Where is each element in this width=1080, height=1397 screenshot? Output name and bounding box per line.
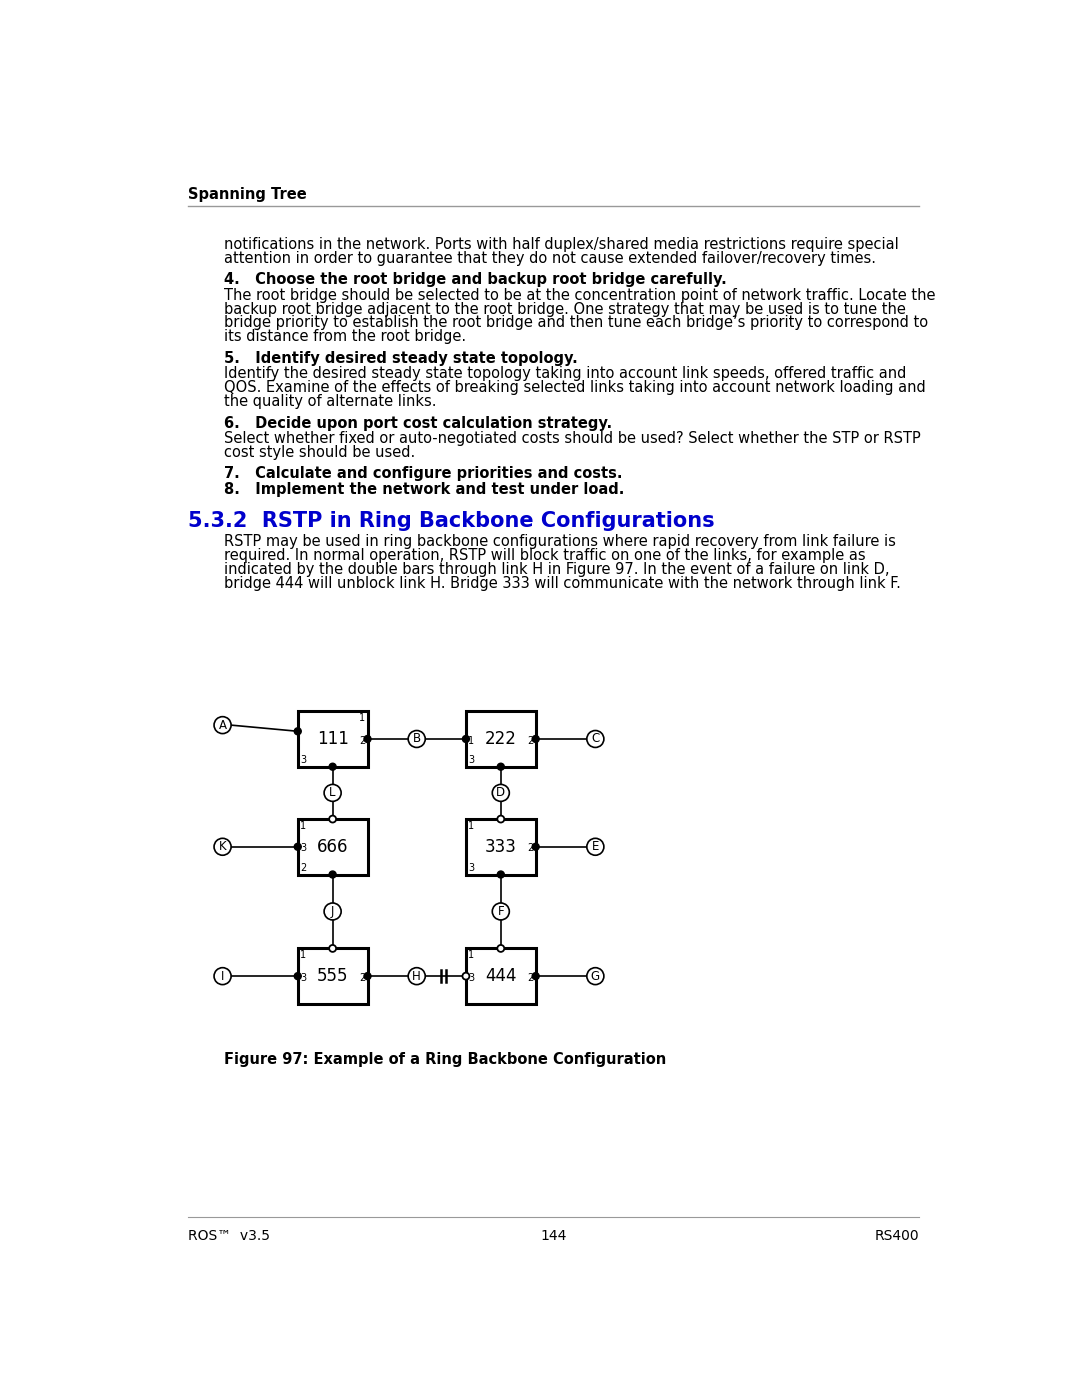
Text: 1: 1 (469, 950, 474, 960)
Text: required. In normal operation, RSTP will block traffic on one of the links, for : required. In normal operation, RSTP will… (225, 548, 866, 563)
Circle shape (586, 731, 604, 747)
Text: A: A (218, 718, 227, 732)
Text: ROS™  v3.5: ROS™ v3.5 (188, 1229, 270, 1243)
Text: 2: 2 (527, 735, 534, 746)
Text: Figure 97: Example of a Ring Backbone Configuration: Figure 97: Example of a Ring Backbone Co… (225, 1052, 666, 1066)
Text: 3: 3 (469, 756, 474, 766)
Circle shape (329, 763, 336, 770)
Text: attention in order to guarantee that they do not cause extended failover/recover: attention in order to guarantee that the… (225, 251, 876, 265)
Text: D: D (496, 787, 505, 799)
Text: 2: 2 (300, 863, 307, 873)
Bar (465, 949, 536, 1004)
Text: 8.   Implement the network and test under load.: 8. Implement the network and test under … (225, 482, 624, 497)
Text: 2: 2 (527, 972, 534, 982)
Circle shape (492, 784, 510, 802)
Circle shape (408, 731, 426, 747)
Circle shape (364, 735, 372, 742)
Circle shape (329, 816, 336, 823)
Text: 444: 444 (485, 967, 516, 985)
Text: 111: 111 (316, 731, 349, 747)
Circle shape (324, 902, 341, 921)
Text: cost style should be used.: cost style should be used. (225, 444, 416, 460)
Text: its distance from the root bridge.: its distance from the root bridge. (225, 330, 467, 344)
Circle shape (586, 968, 604, 985)
Text: L: L (329, 787, 336, 799)
Text: H: H (413, 970, 421, 982)
Text: B: B (413, 732, 421, 746)
Text: 6.   Decide upon port cost calculation strategy.: 6. Decide upon port cost calculation str… (225, 415, 612, 430)
Circle shape (214, 968, 231, 985)
Text: notifications in the network. Ports with half duplex/shared media restrictions r: notifications in the network. Ports with… (225, 237, 899, 251)
Circle shape (364, 972, 372, 979)
Bar (465, 711, 536, 767)
Circle shape (532, 844, 539, 851)
Text: 222: 222 (485, 731, 516, 747)
Text: K: K (219, 840, 227, 854)
Text: Spanning Tree: Spanning Tree (188, 187, 307, 203)
Text: 3: 3 (300, 972, 307, 982)
Text: The root bridge should be selected to be at the concentration point of network t: The root bridge should be selected to be… (225, 288, 935, 303)
Circle shape (586, 838, 604, 855)
Circle shape (324, 784, 341, 802)
Text: 555: 555 (316, 967, 349, 985)
Text: 3: 3 (300, 756, 307, 766)
Circle shape (329, 872, 336, 877)
Circle shape (532, 735, 539, 742)
Text: E: E (592, 840, 599, 854)
Bar (465, 819, 536, 875)
Text: 3: 3 (300, 844, 307, 854)
Text: 4.   Choose the root bridge and backup root bridge carefully.: 4. Choose the root bridge and backup roo… (225, 272, 727, 288)
Text: C: C (591, 732, 599, 746)
Text: I: I (221, 970, 225, 982)
Bar (298, 711, 367, 767)
Circle shape (294, 728, 301, 735)
Text: 5.   Identify desired steady state topology.: 5. Identify desired steady state topolog… (225, 351, 578, 366)
Text: RSTP may be used in ring backbone configurations where rapid recovery from link : RSTP may be used in ring backbone config… (225, 534, 896, 549)
Text: G: G (591, 970, 599, 982)
Text: 1: 1 (300, 820, 307, 831)
Text: 2: 2 (527, 844, 534, 854)
Text: 2: 2 (359, 972, 365, 982)
Text: 1: 1 (469, 820, 474, 831)
Text: indicated by the double bars through link H in Figure 97. In the event of a fail: indicated by the double bars through lin… (225, 562, 890, 577)
Circle shape (214, 717, 231, 733)
Circle shape (214, 838, 231, 855)
Text: 666: 666 (316, 838, 349, 856)
Text: the quality of alternate links.: the quality of alternate links. (225, 394, 436, 409)
Circle shape (462, 735, 470, 742)
Circle shape (532, 972, 539, 979)
Text: F: F (498, 905, 504, 918)
Text: bridge priority to establish the root bridge and then tune each bridge’s priorit: bridge priority to establish the root br… (225, 316, 928, 331)
Circle shape (329, 944, 336, 951)
Bar (298, 819, 367, 875)
Text: Select whether fixed or auto-negotiated costs should be used? Select whether the: Select whether fixed or auto-negotiated … (225, 432, 921, 446)
Circle shape (294, 844, 301, 851)
Bar (298, 949, 367, 1004)
Circle shape (497, 872, 504, 877)
Text: 2: 2 (359, 735, 365, 746)
Text: 1: 1 (359, 712, 365, 722)
Text: 5.3.2  RSTP in Ring Backbone Configurations: 5.3.2 RSTP in Ring Backbone Configuratio… (188, 511, 714, 531)
Circle shape (408, 968, 426, 985)
Text: J: J (330, 905, 335, 918)
Text: QOS. Examine of the effects of breaking selected links taking into account netwo: QOS. Examine of the effects of breaking … (225, 380, 926, 395)
Circle shape (294, 972, 301, 979)
Circle shape (497, 763, 504, 770)
Text: 1: 1 (300, 950, 307, 960)
Text: Identify the desired steady state topology taking into account link speeds, offe: Identify the desired steady state topolo… (225, 366, 906, 381)
Text: RS400: RS400 (875, 1229, 919, 1243)
Text: 144: 144 (540, 1229, 567, 1243)
Circle shape (497, 816, 504, 823)
Text: 1: 1 (469, 735, 474, 746)
Circle shape (492, 902, 510, 921)
Circle shape (462, 972, 470, 979)
Text: backup root bridge adjacent to the root bridge. One strategy that may be used is: backup root bridge adjacent to the root … (225, 302, 906, 317)
Text: bridge 444 will unblock link H. Bridge 333 will communicate with the network thr: bridge 444 will unblock link H. Bridge 3… (225, 576, 901, 591)
Circle shape (497, 944, 504, 951)
Text: 3: 3 (469, 863, 474, 873)
Text: 3: 3 (469, 972, 474, 982)
Text: 333: 333 (485, 838, 516, 856)
Text: 7.   Calculate and configure priorities and costs.: 7. Calculate and configure priorities an… (225, 467, 623, 482)
